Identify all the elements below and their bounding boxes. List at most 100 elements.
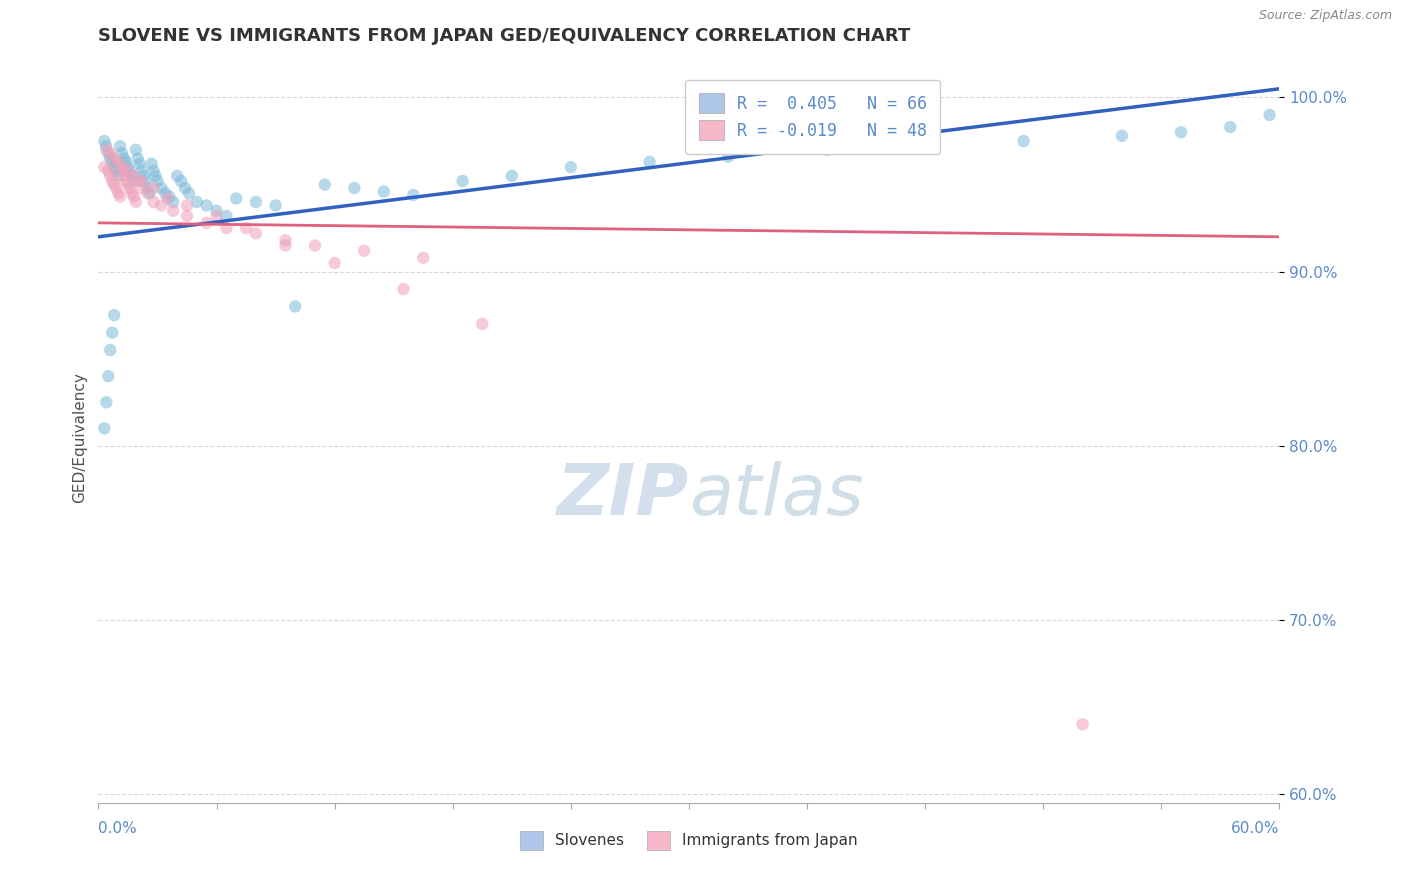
Point (501, 169, 523, 183)
Point (131, 181, 153, 195)
Point (108, 139, 131, 153)
Legend: Slovenes, Immigrants from Japan: Slovenes, Immigrants from Japan (512, 823, 866, 857)
Point (638, 155, 661, 169)
Point (131, 163, 153, 178)
Text: 60.0%: 60.0% (1232, 821, 1279, 836)
Point (127, 152, 149, 166)
Point (146, 174, 169, 188)
Point (264, 198, 287, 212)
Point (150, 198, 173, 212)
Text: SLOVENE VS IMMIGRANTS FROM JAPAN GED/EQUIVALENCY CORRELATION CHART: SLOVENE VS IMMIGRANTS FROM JAPAN GED/EQU… (98, 27, 911, 45)
Point (1071, 717, 1094, 731)
Point (135, 174, 157, 188)
Point (155, 186, 177, 201)
Point (156, 192, 179, 206)
Point (132, 169, 155, 183)
Point (1219, 120, 1241, 134)
Point (314, 178, 336, 192)
Point (166, 169, 188, 183)
Point (118, 181, 141, 195)
Point (215, 209, 238, 223)
Point (103, 152, 125, 166)
Point (111, 146, 134, 161)
Point (815, 143, 838, 157)
Point (93, 134, 115, 148)
Point (274, 238, 297, 252)
Point (176, 209, 198, 223)
Point (195, 216, 218, 230)
Point (174, 181, 197, 195)
Point (115, 174, 138, 188)
Point (98, 343, 121, 357)
Point (914, 139, 936, 153)
Point (136, 181, 159, 195)
Point (125, 194, 148, 209)
Point (122, 190, 145, 204)
Point (117, 178, 139, 192)
Point (412, 251, 434, 265)
Point (136, 186, 159, 201)
Point (98, 169, 121, 183)
Point (105, 181, 128, 195)
Point (97, 146, 120, 161)
Point (1012, 134, 1035, 148)
Point (131, 174, 153, 188)
Point (560, 160, 582, 174)
Point (717, 150, 740, 164)
Point (343, 181, 366, 195)
Point (353, 244, 375, 258)
Point (101, 326, 124, 340)
Point (103, 308, 125, 322)
Point (373, 185, 395, 199)
Point (107, 169, 129, 183)
Point (121, 169, 143, 183)
Point (127, 174, 149, 188)
Point (170, 174, 193, 188)
Point (103, 178, 125, 192)
Point (162, 203, 184, 218)
Point (107, 186, 129, 201)
Point (177, 186, 200, 201)
Point (121, 186, 143, 201)
Point (101, 155, 124, 169)
Point (215, 221, 238, 235)
Point (125, 143, 148, 157)
Point (150, 181, 173, 195)
Point (117, 163, 139, 178)
Point (96, 139, 118, 153)
Point (97, 369, 120, 384)
Point (112, 152, 135, 166)
Point (122, 169, 145, 183)
Point (225, 192, 247, 206)
Point (142, 163, 165, 178)
Text: atlas: atlas (689, 461, 863, 530)
Point (186, 194, 208, 209)
Text: 0.0%: 0.0% (98, 821, 138, 836)
Point (304, 238, 326, 252)
Point (105, 163, 128, 178)
Point (1258, 108, 1281, 122)
Point (128, 156, 150, 170)
Point (451, 174, 474, 188)
Point (157, 190, 180, 204)
Point (111, 163, 134, 178)
Point (284, 300, 307, 314)
Point (98, 152, 121, 166)
Point (97, 163, 120, 178)
Point (103, 160, 125, 174)
Point (245, 227, 267, 241)
Point (111, 160, 134, 174)
Point (205, 209, 228, 223)
Point (112, 169, 135, 183)
Point (245, 194, 267, 209)
Text: ZIP: ZIP (557, 461, 689, 530)
Y-axis label: GED/Equivalency: GED/Equivalency (72, 372, 87, 502)
Point (1111, 128, 1133, 143)
Point (93, 421, 115, 435)
Point (93, 160, 115, 174)
Point (122, 174, 145, 188)
Point (98, 146, 121, 161)
Point (141, 156, 163, 170)
Point (138, 186, 160, 201)
Point (195, 198, 218, 212)
